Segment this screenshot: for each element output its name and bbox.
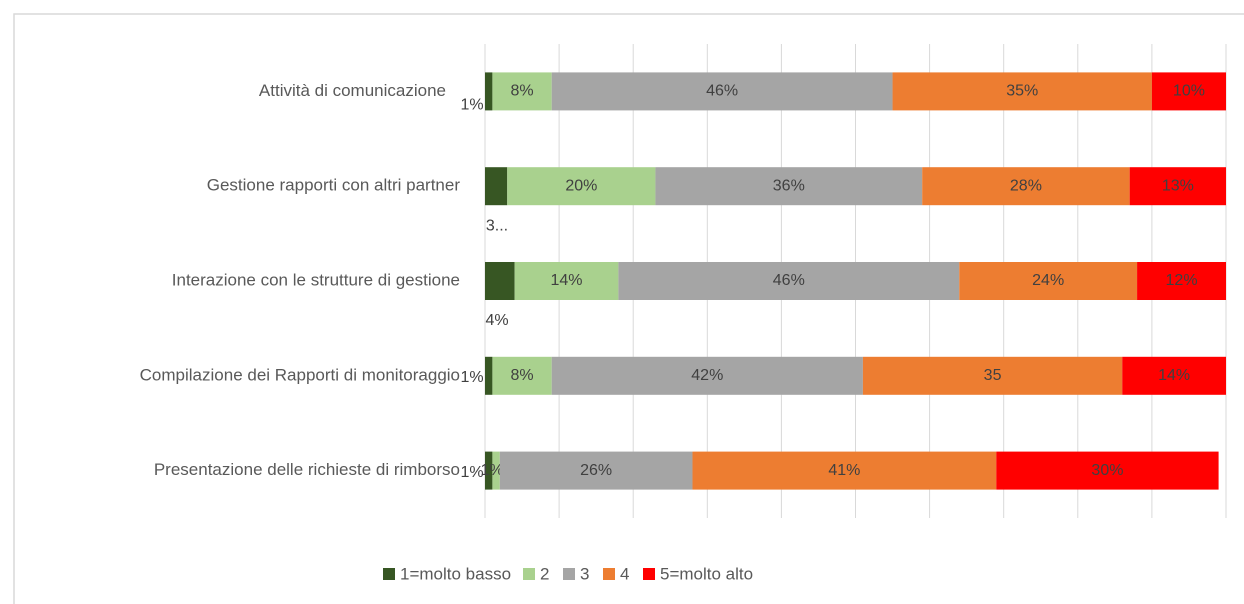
data-label: 12%: [1166, 272, 1198, 289]
data-label: 35%: [1006, 83, 1038, 100]
data-label: 42%: [691, 367, 723, 384]
data-label: 14%: [1158, 367, 1190, 384]
data-label: 10%: [1173, 83, 1205, 100]
bar-segment: [485, 72, 493, 111]
data-label: 4%: [485, 312, 508, 329]
bar-segment: [492, 451, 500, 490]
data-label: 3...: [486, 217, 508, 234]
bar-segment: [485, 167, 508, 206]
data-label: 46%: [773, 272, 805, 289]
legend-label: 1=molto basso: [400, 564, 511, 583]
data-label: 1%: [460, 97, 483, 114]
bar-segment: [618, 262, 960, 300]
bar-segment: [492, 356, 552, 395]
legend-swatch: [603, 568, 615, 580]
bar-segment: [1151, 72, 1226, 111]
bar-segment: [485, 451, 493, 490]
data-label: 46%: [706, 83, 738, 100]
bar-segment: [1122, 356, 1226, 395]
data-label: 13%: [1162, 177, 1194, 194]
bar-segment: [1129, 167, 1226, 206]
bar-segment: [507, 167, 656, 206]
data-label: 36%: [773, 177, 805, 194]
category-label: Interazione con le strutture di gestione: [172, 270, 460, 289]
data-label: 1%: [480, 462, 503, 479]
data-label: 28%: [1010, 177, 1042, 194]
bar-segment: [922, 167, 1130, 206]
data-label: 30%: [1091, 462, 1123, 479]
bar-segment: [492, 72, 552, 111]
bar-segment: [485, 356, 493, 395]
category-label: Presentazione delle richieste di rimbors…: [154, 460, 460, 479]
bar-segment: [959, 262, 1138, 300]
bar-segment: [551, 356, 863, 395]
legend-swatch: [523, 568, 535, 580]
data-label: 24%: [1032, 272, 1064, 289]
legend-swatch: [643, 568, 655, 580]
data-label: 1%: [460, 369, 483, 386]
data-label: 8%: [510, 367, 533, 384]
data-label: 20%: [565, 177, 597, 194]
bar-segment: [485, 262, 515, 300]
bar-segment: [551, 72, 893, 111]
bar-segment: [1137, 262, 1226, 300]
data-label: 26%: [580, 462, 612, 479]
category-label: Gestione rapporti con altri partner: [207, 176, 461, 195]
bar-segment: [655, 167, 923, 206]
data-label: 41%: [828, 462, 860, 479]
bar-segment: [514, 262, 619, 300]
category-label: Compilazione dei Rapporti di monitoraggi…: [140, 365, 460, 384]
bar-segment: [996, 451, 1219, 490]
legend-label: 2: [540, 564, 549, 583]
bar-segment: [692, 451, 997, 490]
bar-segment: [862, 356, 1123, 395]
legend-label: 5=molto alto: [660, 564, 753, 583]
legend-label: 4: [620, 564, 629, 583]
data-label: 1%: [460, 464, 483, 481]
chart-frame: [13, 13, 1244, 604]
legend-swatch: [563, 568, 575, 580]
legend-label: 3: [580, 564, 589, 583]
bar-segment: [892, 72, 1152, 111]
legend-swatch: [383, 568, 395, 580]
bar-segment: [499, 451, 693, 490]
data-label: 14%: [550, 272, 582, 289]
data-label: 35: [984, 367, 1002, 384]
category-label: Attività di comunicazione: [259, 81, 446, 100]
data-label: 8%: [510, 83, 533, 100]
